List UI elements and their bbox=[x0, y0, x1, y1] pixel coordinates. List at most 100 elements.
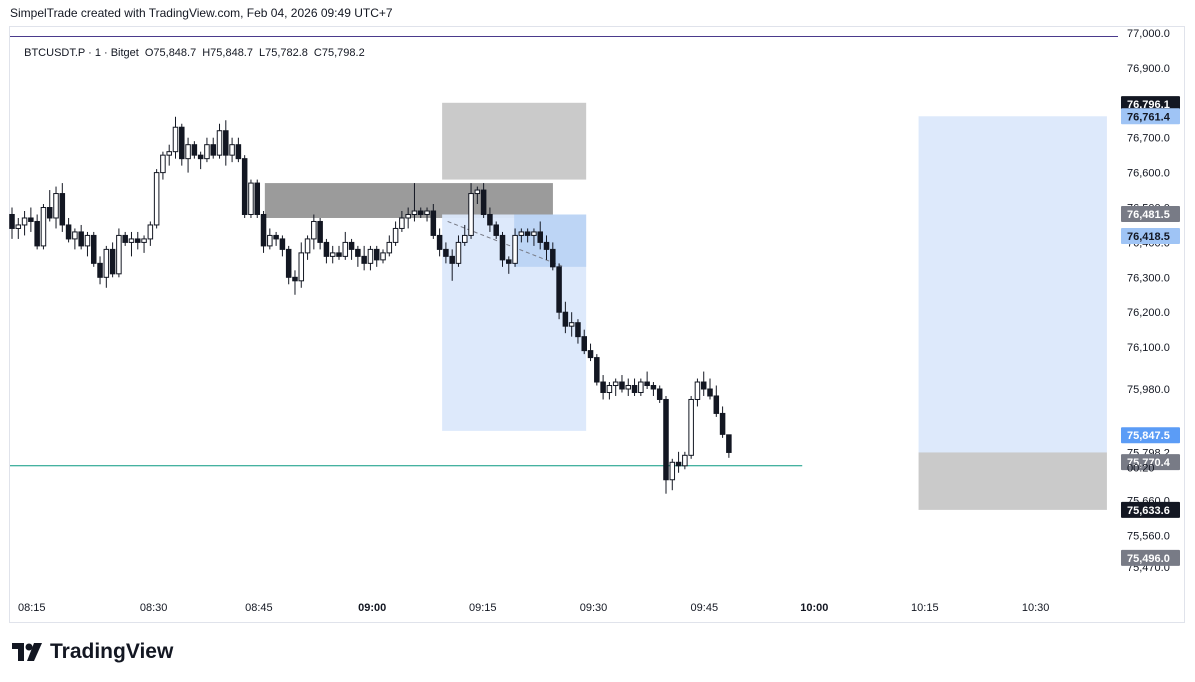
candle[interactable] bbox=[719, 406, 726, 438]
candle[interactable] bbox=[373, 245, 380, 267]
candle[interactable] bbox=[512, 228, 518, 267]
candle[interactable] bbox=[336, 245, 342, 260]
candle[interactable] bbox=[147, 221, 154, 246]
candle[interactable] bbox=[348, 238, 355, 260]
candle[interactable] bbox=[367, 245, 374, 271]
candle[interactable] bbox=[97, 256, 103, 285]
candle[interactable] bbox=[392, 221, 399, 246]
candle[interactable] bbox=[386, 235, 393, 257]
candle[interactable] bbox=[436, 228, 443, 257]
candle[interactable] bbox=[59, 183, 66, 232]
candle[interactable] bbox=[122, 231, 128, 246]
candle[interactable] bbox=[223, 120, 229, 166]
candle[interactable] bbox=[229, 137, 235, 163]
candle[interactable] bbox=[191, 141, 198, 159]
candle[interactable] bbox=[128, 231, 135, 257]
candle[interactable] bbox=[241, 155, 248, 218]
candle[interactable] bbox=[285, 245, 292, 285]
candle[interactable] bbox=[304, 235, 311, 260]
candle[interactable] bbox=[279, 235, 286, 257]
candle[interactable] bbox=[726, 434, 732, 458]
candle[interactable] bbox=[543, 235, 550, 260]
candle[interactable] bbox=[700, 371, 707, 396]
candle[interactable] bbox=[411, 183, 418, 222]
candle[interactable] bbox=[298, 242, 305, 288]
candle[interactable] bbox=[90, 231, 97, 267]
candle[interactable] bbox=[15, 217, 22, 239]
gray-bottom-zone[interactable] bbox=[918, 452, 1107, 510]
candle[interactable] bbox=[185, 137, 191, 173]
candle[interactable] bbox=[575, 319, 581, 344]
candle[interactable] bbox=[197, 151, 204, 170]
candle[interactable] bbox=[380, 249, 386, 264]
candle[interactable] bbox=[292, 270, 298, 295]
candle[interactable] bbox=[487, 207, 493, 232]
candle[interactable] bbox=[40, 204, 47, 250]
candle[interactable] bbox=[424, 207, 430, 222]
candle[interactable] bbox=[562, 301, 569, 334]
candle[interactable] bbox=[656, 385, 663, 403]
candle[interactable] bbox=[430, 204, 437, 239]
candle[interactable] bbox=[612, 378, 619, 396]
candle[interactable] bbox=[713, 385, 720, 417]
candle[interactable] bbox=[537, 221, 543, 250]
candle[interactable] bbox=[210, 137, 216, 159]
candle[interactable] bbox=[235, 137, 242, 163]
candle[interactable] bbox=[625, 378, 632, 396]
tradingview-logo[interactable]: TradingView bbox=[12, 640, 173, 664]
candle[interactable] bbox=[317, 217, 323, 250]
candle[interactable] bbox=[581, 329, 588, 355]
candle[interactable] bbox=[474, 186, 481, 205]
candle[interactable] bbox=[160, 151, 166, 180]
candle[interactable] bbox=[254, 179, 261, 218]
candle[interactable] bbox=[707, 378, 713, 400]
candle[interactable] bbox=[65, 217, 72, 243]
candle[interactable] bbox=[342, 231, 349, 260]
symbol-label[interactable]: BTCUSDT.P · 1 · Bitget bbox=[24, 47, 139, 59]
candle[interactable] bbox=[631, 378, 638, 396]
candle[interactable] bbox=[361, 245, 367, 271]
candle[interactable] bbox=[461, 224, 468, 246]
price-badge[interactable]: 76,418.5 bbox=[1121, 227, 1180, 244]
candle[interactable] bbox=[153, 169, 160, 229]
candle[interactable] bbox=[518, 228, 525, 243]
candle[interactable] bbox=[323, 238, 330, 264]
candle[interactable] bbox=[84, 231, 91, 257]
candle[interactable] bbox=[216, 123, 223, 159]
candle[interactable] bbox=[172, 116, 179, 159]
candle[interactable] bbox=[688, 395, 694, 459]
gray-top-zone[interactable] bbox=[442, 102, 587, 180]
candle[interactable] bbox=[644, 371, 650, 389]
candle[interactable] bbox=[619, 375, 625, 393]
price-badge[interactable]: 76,761.4 bbox=[1121, 108, 1180, 125]
candle[interactable] bbox=[417, 207, 424, 218]
candle[interactable] bbox=[28, 207, 34, 232]
dark-gray-band[interactable] bbox=[264, 183, 553, 218]
candle[interactable] bbox=[587, 343, 594, 362]
candle[interactable] bbox=[468, 183, 474, 239]
price-badge[interactable]: 75,496.0 bbox=[1121, 549, 1180, 566]
candle[interactable] bbox=[499, 231, 506, 267]
candle[interactable] bbox=[455, 235, 462, 267]
price-badge[interactable]: 75,847.5 bbox=[1121, 427, 1180, 444]
candle[interactable] bbox=[72, 228, 78, 250]
candle[interactable] bbox=[273, 231, 279, 246]
price-badge[interactable]: 75,633.6 bbox=[1121, 501, 1180, 518]
candle[interactable] bbox=[141, 235, 147, 253]
blue-zone-right[interactable] bbox=[918, 116, 1107, 453]
candle[interactable] bbox=[568, 312, 575, 337]
candle[interactable] bbox=[638, 378, 644, 396]
price-badge[interactable]: 76,796.1 bbox=[1121, 96, 1180, 113]
candle[interactable] bbox=[650, 382, 657, 396]
price-badge[interactable]: 75,770.4 bbox=[1121, 454, 1180, 471]
candle[interactable] bbox=[53, 186, 59, 229]
candle[interactable] bbox=[443, 242, 449, 264]
candle[interactable] bbox=[600, 375, 606, 400]
candle[interactable] bbox=[248, 179, 254, 218]
candle[interactable] bbox=[606, 382, 613, 400]
candle[interactable] bbox=[480, 183, 487, 218]
candle[interactable] bbox=[179, 123, 185, 166]
candle[interactable] bbox=[311, 214, 317, 250]
candle[interactable] bbox=[449, 249, 455, 281]
